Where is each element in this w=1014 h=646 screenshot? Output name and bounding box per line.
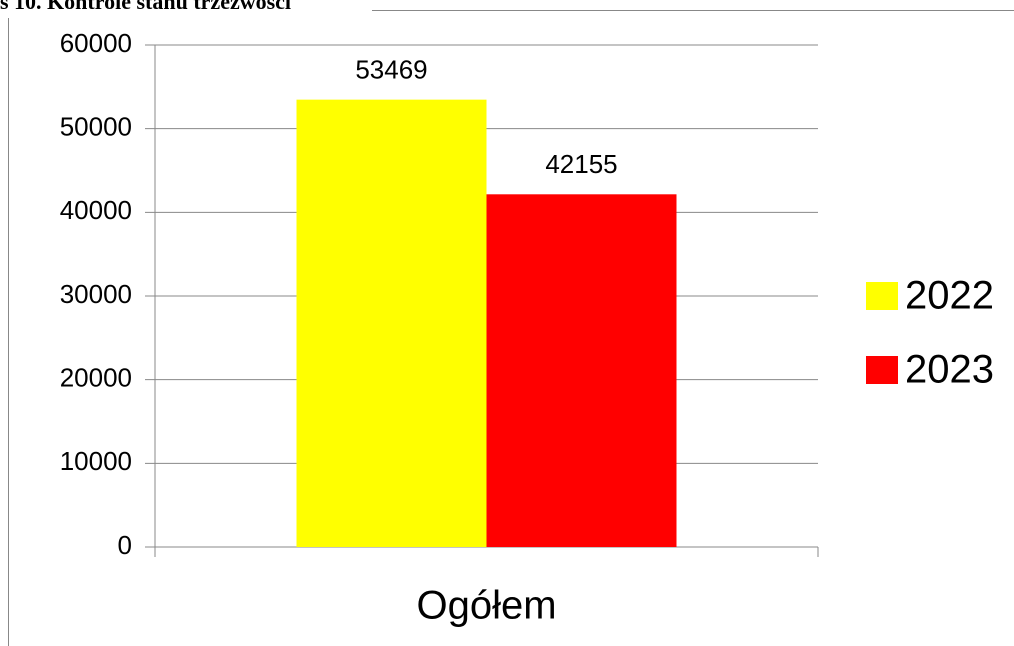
legend-swatch [866,282,898,310]
legend-label: 2023 [905,348,994,392]
legend-label: 2022 [905,274,994,318]
x-tick-label: Ogółem [416,584,556,628]
y-tick-label: 10000 [60,446,132,476]
bar [486,194,677,547]
bar [296,99,487,547]
data-label: 53469 [355,55,427,85]
title-background [0,0,372,18]
y-tick-label: 0 [118,530,132,560]
y-tick-label: 60000 [60,28,132,58]
data-label: 42155 [545,149,617,179]
legend-swatch [866,356,898,384]
y-tick-label: 30000 [60,279,132,309]
y-tick-label: 50000 [60,112,132,142]
y-tick-label: 40000 [60,195,132,225]
y-tick-label: 20000 [60,363,132,393]
chart-title: s 10. Kontrole stanu trzeźwości [0,0,291,14]
